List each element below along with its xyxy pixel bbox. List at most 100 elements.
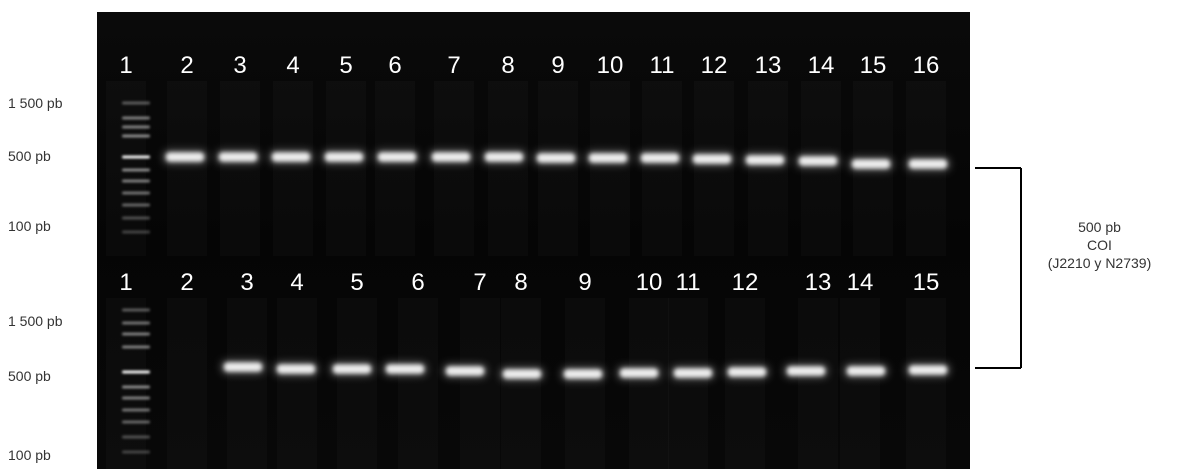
pcr-band	[166, 152, 204, 162]
pcr-band	[432, 152, 470, 162]
lane-number: 11	[650, 52, 675, 79]
lane-number: 10	[597, 52, 624, 79]
lane-number: 13	[755, 52, 782, 79]
lane-number: 14	[808, 52, 835, 79]
pcr-band	[641, 153, 679, 163]
gel-background	[97, 12, 970, 469]
annotation-primers: (J2210 y N2739)	[1047, 255, 1152, 271]
lane-number: 1	[119, 52, 132, 79]
lane-number: 1	[119, 269, 132, 296]
lane-streak	[565, 298, 605, 469]
pcr-band	[799, 156, 837, 166]
pcr-band	[503, 369, 541, 379]
ladder-band	[122, 216, 150, 220]
lane-number: 8	[514, 269, 527, 296]
marker-label-1500-top: 1 500 pb	[8, 95, 63, 111]
ladder-band	[122, 179, 150, 183]
lane-streak	[748, 81, 788, 256]
ladder-band	[122, 385, 150, 389]
pcr-band	[909, 365, 947, 375]
lane-streak	[273, 81, 313, 256]
lane-streak	[840, 298, 880, 469]
lane-number: 13	[805, 269, 832, 296]
bottom-gel: 1 2 3 4 5 6 7 8 9 10 11 12 13 14 15	[119, 269, 950, 469]
ladder-band	[122, 168, 150, 172]
pcr-band	[219, 152, 257, 162]
annotation-gene: COI	[1087, 237, 1112, 253]
bracket	[975, 167, 1022, 369]
pcr-band	[386, 364, 424, 374]
lane-streak	[798, 298, 838, 469]
lane-number: 11	[676, 269, 701, 296]
pcr-band	[589, 153, 627, 163]
pcr-band	[446, 366, 484, 376]
ladder-band	[122, 370, 150, 374]
pcr-band	[272, 152, 310, 162]
lane-streak	[488, 81, 528, 256]
lane-number: 7	[473, 269, 486, 296]
lane-number: 15	[860, 52, 887, 79]
top-gel: 1 2 3 4 5 6 7 8 9 10 11 12 13 14 15 16	[119, 52, 950, 256]
lane-streak	[277, 298, 317, 469]
ladder-band	[122, 435, 150, 439]
pcr-band	[485, 152, 523, 162]
pcr-band	[333, 364, 371, 374]
marker-label-100-top: 100 pb	[8, 218, 51, 234]
pcr-band	[728, 367, 766, 377]
lane-streak	[460, 298, 500, 469]
lane-number: 15	[913, 269, 940, 296]
lane-number: 4	[290, 269, 303, 296]
lane-streak	[538, 81, 578, 256]
lane-streak	[337, 298, 377, 469]
lane-streak	[326, 81, 366, 256]
lane-number: 2	[180, 269, 193, 296]
lane-number: 5	[339, 52, 352, 79]
ladder-band	[122, 345, 150, 349]
marker-label-500-bottom: 500 pb	[8, 368, 51, 384]
ladder-band	[122, 308, 150, 312]
ladder-band	[122, 230, 150, 234]
lane-streak	[801, 81, 841, 256]
lane-streak	[642, 81, 682, 256]
pcr-band	[564, 369, 602, 379]
annotation-size: 500 pb	[1078, 219, 1121, 235]
pcr-band	[537, 153, 575, 163]
lane-streak	[167, 298, 207, 469]
ladder-band	[122, 155, 150, 159]
ladder-band	[122, 321, 150, 325]
lane-streak	[668, 298, 708, 469]
marker-label-500-top: 500 pb	[8, 148, 51, 164]
ladder-band	[122, 116, 150, 120]
lane-streak	[434, 81, 474, 256]
lane-streak	[375, 81, 415, 256]
lane-streak	[629, 298, 669, 469]
lane-streak	[590, 81, 630, 256]
pcr-band	[620, 368, 658, 378]
lane-number: 4	[286, 52, 299, 79]
ladder-band	[122, 134, 150, 138]
lane-number: 9	[551, 52, 564, 79]
pcr-band	[746, 155, 784, 165]
lane-number: 3	[233, 52, 246, 79]
lane-number: 10	[636, 269, 663, 296]
ladder-band	[122, 396, 150, 400]
ladder-band	[122, 408, 150, 412]
ladder-band	[122, 203, 150, 207]
lane-number: 12	[701, 52, 728, 79]
pcr-band	[787, 366, 825, 376]
lane-streak	[906, 298, 946, 469]
pcr-band	[325, 152, 363, 162]
lane-number: 12	[732, 269, 759, 296]
lane-number: 6	[388, 52, 401, 79]
pcr-band	[847, 366, 885, 376]
ladder-band	[122, 450, 150, 454]
lane-number: 3	[240, 269, 253, 296]
lane-number: 8	[501, 52, 514, 79]
marker-label-100-bottom: 100 pb	[8, 447, 51, 463]
lane-number: 6	[411, 269, 424, 296]
ladder-band	[122, 125, 150, 129]
ladder-band	[122, 332, 150, 336]
ladder-band	[122, 101, 150, 105]
lane-streak	[220, 81, 260, 256]
lane-streak	[725, 298, 765, 469]
